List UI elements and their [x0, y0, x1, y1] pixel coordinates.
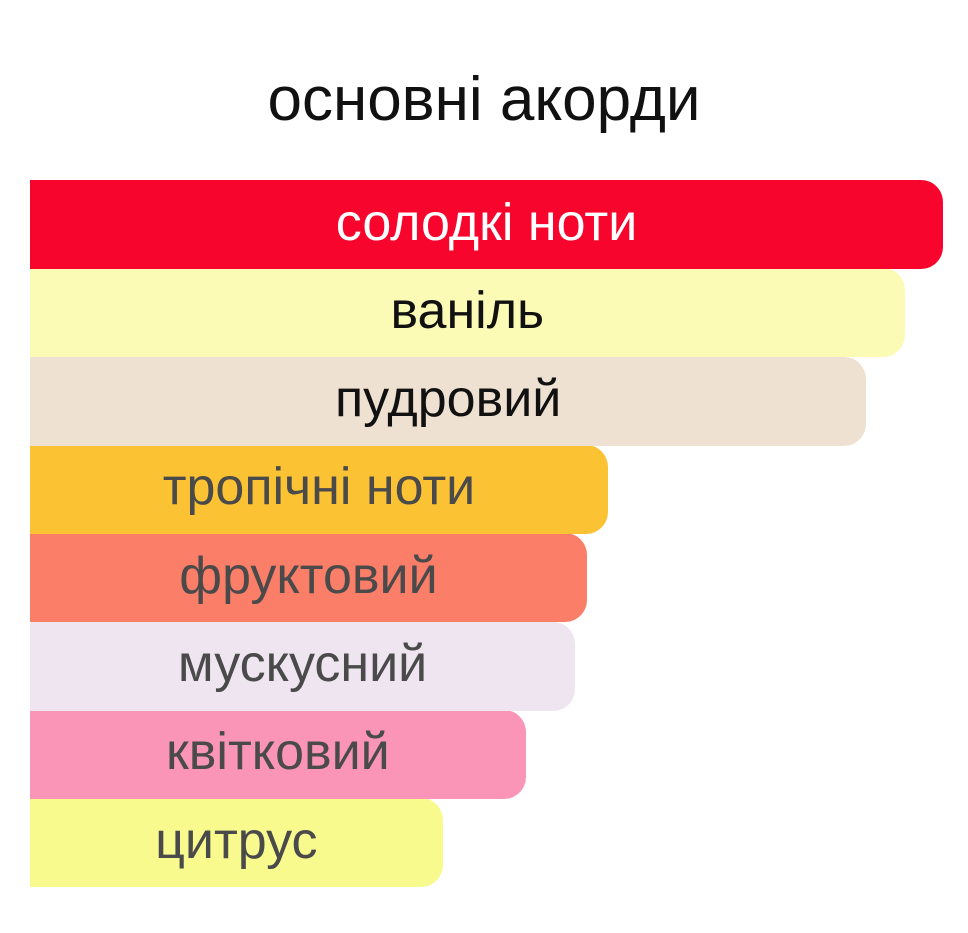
accord-label: квітковий — [166, 723, 390, 782]
accord-bar: ваніль — [30, 268, 905, 358]
accord-label: ваніль — [390, 281, 545, 340]
accord-label: фруктовий — [179, 546, 438, 605]
accord-label: тропічні ноти — [162, 458, 476, 517]
accord-label: мускусний — [177, 635, 428, 693]
accord-label: цитрус — [155, 811, 318, 870]
accord-label: пудровий — [334, 370, 562, 429]
accord-bar: цитрус — [30, 798, 443, 888]
accord-bar: солодкі ноти — [30, 180, 943, 269]
accord-bar: квітковий — [30, 709, 526, 799]
accord-bar: пудровий — [30, 356, 867, 446]
chart-title: основні акорди — [267, 65, 701, 134]
accord-bar: мускусний — [30, 621, 576, 711]
accord-label: солодкі ноти — [335, 193, 638, 252]
accord-bar: фруктовий — [30, 533, 587, 623]
accord-bar: тропічні ноти — [30, 444, 608, 534]
